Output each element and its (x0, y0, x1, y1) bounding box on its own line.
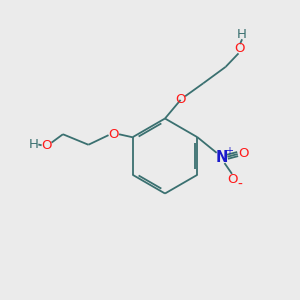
Text: O: O (234, 42, 244, 56)
Text: O: O (227, 173, 238, 186)
Text: -: - (238, 178, 242, 192)
Text: +: + (225, 146, 233, 156)
Text: N: N (216, 150, 228, 165)
Text: O: O (41, 139, 52, 152)
Text: H: H (29, 138, 39, 151)
Text: O: O (238, 147, 248, 160)
Text: O: O (109, 128, 119, 141)
Text: H: H (237, 28, 247, 41)
Text: O: O (175, 93, 186, 106)
